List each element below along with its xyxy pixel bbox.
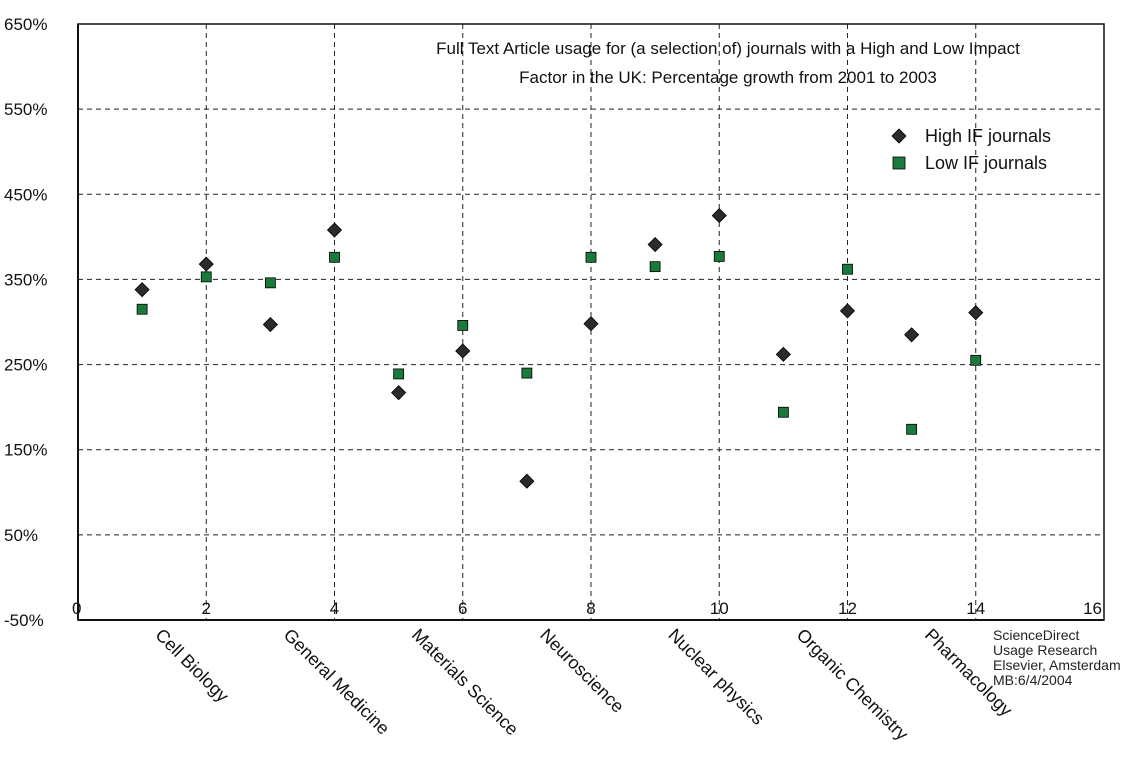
high-if-point [711,208,727,224]
low-if-point [200,271,212,283]
x-tick-label: 2 [202,599,211,618]
low-if-point [329,251,340,263]
high-if-point [391,385,407,401]
chart-title: Full Text Article usage for (a selection… [436,39,1020,87]
y-tick-label: 250% [4,356,47,375]
legend-label: Low IF journals [925,153,1047,173]
legend-label: High IF journals [925,126,1051,146]
high-if-point [968,305,984,321]
y-tick-label: 450% [4,185,47,204]
low-if-point [777,406,789,418]
high-if-point [134,282,150,298]
high-if-point [647,236,663,253]
low-if-point [521,367,533,379]
low-if-point [585,251,597,263]
category-labels: Cell Biology General Medicine Materials Sc… [151,625,1016,745]
low-if-point [393,368,405,380]
low-if-point [457,320,469,331]
low-if-point [713,251,725,262]
x-tick-label: 0 [72,599,81,618]
x-tick-label: 4 [330,599,339,618]
category-label: General Medicine [280,625,394,739]
high-if-point [262,316,278,333]
data-points [134,208,984,489]
category-label: Organic Chemistry [793,625,913,745]
legend: High IF journals Low IF journals [891,126,1051,173]
credit-line: MB:6/4/2004 [993,672,1073,688]
x-tick-label: 12 [838,599,857,618]
low-if-point [136,303,148,315]
y-tick-label: 150% [4,441,47,460]
x-tick-label: 6 [458,599,467,618]
axes [77,23,1105,621]
high-if-point [519,473,535,489]
grid-lines [78,24,1104,620]
x-tick-label: 14 [966,599,985,618]
chart-title-line: Factor in the UK: Percentage growth from… [519,68,937,87]
y-tick-label: 50% [4,526,38,545]
legend-marker-low-if [892,156,906,170]
high-if-point [775,346,791,362]
low-if-point [649,261,661,273]
low-if-point [264,277,276,289]
high-if-point [839,303,856,319]
low-if-point [970,354,982,366]
y-tick-label: 350% [4,270,47,289]
high-if-point [198,256,214,272]
y-tick-label: 650% [4,15,47,34]
credit-line: Usage Research [993,642,1097,658]
x-tick-label: 8 [586,599,595,618]
low-if-point [906,423,918,435]
high-if-point [583,316,599,332]
category-label: Neuroscience [536,625,628,717]
credit-line: ScienceDirect [993,627,1079,643]
category-label: Cell Biology [151,625,232,706]
high-if-point [455,343,471,359]
x-tick-label: 16 [1083,599,1102,618]
low-if-point [842,263,853,275]
chart-title-line: Full Text Article usage for (a selection… [436,39,1020,58]
legend-marker-high-if [891,128,907,144]
category-label: Nuclear physics [664,625,768,729]
category-label: Materials Science [408,625,523,740]
high-if-point [326,222,343,238]
credit-line: Elsevier, Amsterdam [993,657,1121,673]
tick-labels: 650% 550% 450% 350% 250% 150% 50% -50% 0 2 4 6 8 10 12… [4,15,1102,630]
y-tick-label: 550% [4,100,47,119]
x-tick-label: 10 [710,599,729,618]
y-tick-label: -50% [4,611,44,630]
high-if-point [904,327,920,343]
